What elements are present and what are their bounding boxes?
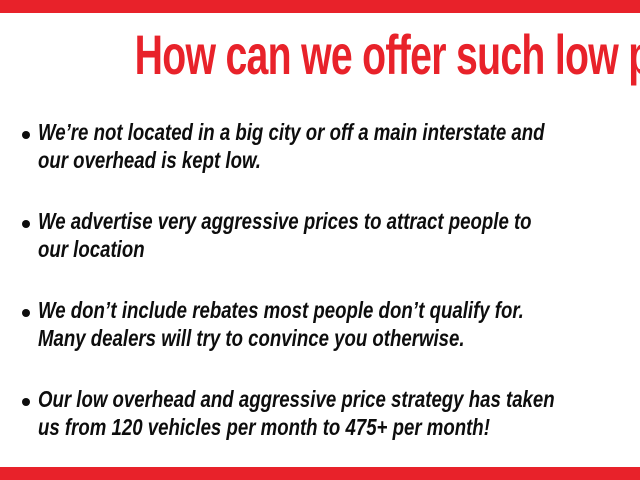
bullet-text: Our low overhead and aggressive price st… [38,385,555,441]
bullet-line: We don’t include rebates most people don… [38,297,524,323]
bullet-line: We’re not located in a big city or off a… [38,119,545,145]
bullet-text: We’re not located in a big city or off a… [38,118,545,174]
bullet-icon [22,309,30,317]
bullet-line: our location [38,236,145,262]
bullet-line: Many dealers will try to convince you ot… [38,325,465,351]
bullet-list: We’re not located in a big city or off a… [0,118,640,474]
bullet-text: We don’t include rebates most people don… [38,296,526,352]
bullet-line: us from 120 vehicles per month to 475+ p… [38,414,490,440]
bullet-icon [22,131,30,139]
page-title: How can we offer such low prices? [0,24,640,86]
list-item: We’re not located in a big city or off a… [0,118,640,174]
bullet-icon [22,398,30,406]
page-title-text: How can we offer such low prices? [134,23,640,86]
bullet-text: We advertise very aggressive prices to a… [38,207,532,263]
list-item: We don’t include rebates most people don… [0,296,640,352]
top-red-bar [0,0,640,13]
bullet-line: Our low overhead and aggressive price st… [38,386,555,412]
bullet-line: our overhead is kept low. [38,147,261,173]
bottom-red-bar [0,467,640,480]
bullet-icon [22,220,30,228]
list-item: Our low overhead and aggressive price st… [0,385,640,441]
bullet-line: We advertise very aggressive prices to a… [38,208,532,234]
list-item: We advertise very aggressive prices to a… [0,207,640,263]
